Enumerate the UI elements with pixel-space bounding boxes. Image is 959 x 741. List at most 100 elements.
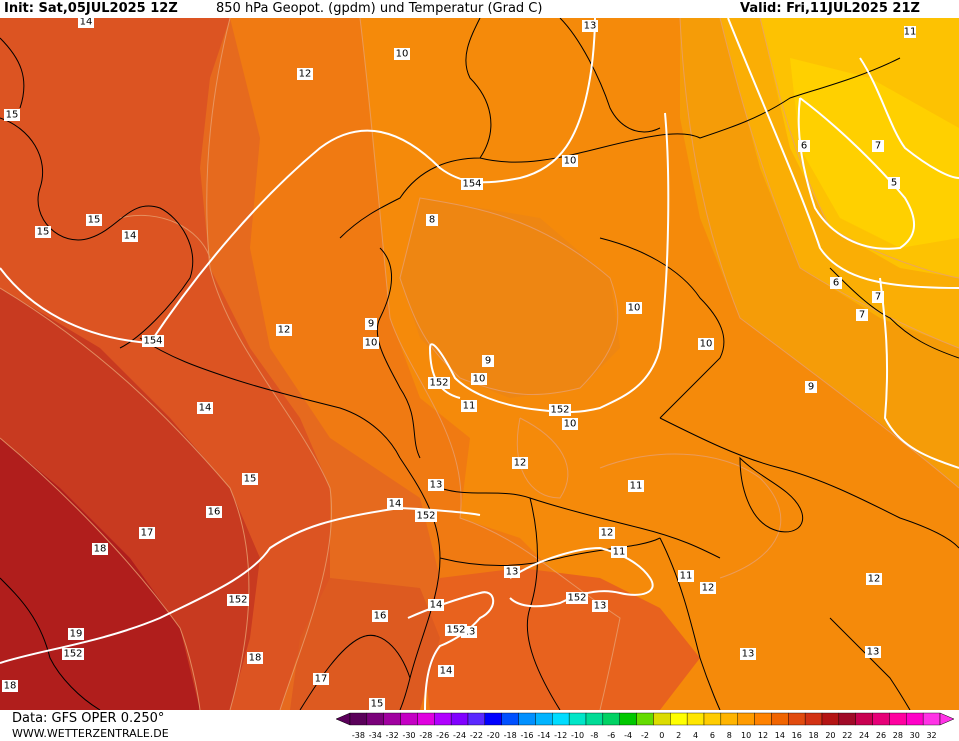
legend-tick-label: 18 — [808, 731, 818, 740]
temp-label: 15 — [371, 699, 384, 710]
legend-tick-label: 14 — [775, 731, 785, 740]
legend-swatch — [855, 712, 873, 726]
legend-tick-label: -12 — [554, 731, 567, 740]
legend-tick-label: 16 — [792, 731, 802, 740]
temperature-isolines — [0, 18, 959, 710]
legend-tick-label: 10 — [741, 731, 751, 740]
geopot-label: 152 — [416, 511, 435, 522]
legend-swatch — [518, 712, 536, 726]
legend-swatch — [804, 712, 823, 726]
temp-label: 17 — [315, 674, 328, 685]
temp-label: 16 — [208, 507, 221, 518]
legend-swatch — [568, 712, 587, 726]
temp-zone-9 — [400, 198, 620, 398]
temp-label: 11 — [613, 547, 626, 558]
temp-label: 7 — [875, 141, 881, 152]
temp-label: 13 — [594, 601, 607, 612]
legend-swatch — [450, 712, 469, 726]
legend-swatch — [467, 712, 486, 726]
temp-label: 14 — [430, 600, 443, 611]
legend-swatch — [720, 712, 738, 726]
legend-tick-label: -38 — [352, 731, 365, 740]
init-time-label: Init: Sat,05JUL2025 12Z — [4, 1, 178, 16]
legend-tick-label: 26 — [876, 731, 886, 740]
legend-tick-label: -14 — [537, 731, 550, 740]
legend-tick-label: 20 — [825, 731, 835, 740]
temp-label: 15 — [37, 227, 50, 238]
geopot-label: 152 — [228, 595, 247, 606]
legend-swatch — [417, 712, 435, 726]
legend-tick-label: -28 — [419, 731, 432, 740]
temp-label: 15 — [88, 215, 101, 226]
temp-label: 18 — [94, 544, 107, 555]
legend-tick-label: -2 — [641, 731, 649, 740]
geopot-label: 152 — [429, 378, 448, 389]
legend-swatch — [535, 712, 553, 726]
legend-swatch — [349, 712, 368, 726]
temperature-labels: 14 12 10 13 15 15 14 15 8 9 10 12 9 10 1… — [2, 18, 916, 710]
temp-label: 8 — [429, 215, 435, 226]
legend-tick-label: -24 — [453, 731, 466, 740]
legend-tick-label: 8 — [727, 731, 732, 740]
legend-swatch — [906, 712, 924, 726]
legend-swatch — [653, 712, 671, 726]
temp-label: 14 — [440, 666, 453, 677]
temp-label: 11 — [904, 27, 917, 38]
geopot-label: 154 — [462, 179, 481, 190]
legend-swatch — [922, 712, 941, 726]
legend-swatch — [788, 712, 806, 726]
legend-tick-label: -4 — [624, 731, 632, 740]
legend-swatch — [400, 712, 418, 726]
legend-swatch — [636, 712, 654, 726]
temp-label: 12 — [299, 69, 312, 80]
temp-label: 15 — [6, 110, 19, 121]
temp-label: 15 — [244, 474, 257, 485]
legend-swatch — [889, 712, 907, 726]
temp-label: 12 — [868, 574, 881, 585]
temp-label: 12 — [278, 325, 291, 336]
temp-label: 10 — [396, 49, 409, 60]
legend-tick-label: -26 — [436, 731, 449, 740]
temp-label: 14 — [80, 18, 93, 28]
temp-label: 9 — [485, 356, 491, 367]
legend-swatch — [366, 712, 384, 726]
legend-tick-label: 2 — [676, 731, 681, 740]
geopot-label: 152 — [63, 649, 82, 660]
legend-tick-label: 0 — [659, 731, 664, 740]
legend-tick-label: 6 — [710, 731, 715, 740]
legend-tick-label: 28 — [893, 731, 903, 740]
temp-label: 11 — [463, 401, 476, 412]
temp-label: 13 — [506, 567, 519, 578]
geopot-label: 152 — [550, 405, 569, 416]
temp-label: 13 — [742, 649, 755, 660]
legend-swatch — [434, 712, 452, 726]
legend-tick-label: -30 — [402, 731, 415, 740]
temp-label: 9 — [368, 319, 374, 330]
map-footer: Data: GFS OPER 0.250° WWW.WETTERZENTRALE… — [0, 710, 959, 741]
legend-swatch — [602, 712, 620, 726]
data-source-label: Data: GFS OPER 0.250° — [12, 711, 165, 726]
legend-swatch — [771, 712, 789, 726]
temp-label: 11 — [680, 571, 693, 582]
temp-zone-5 — [790, 58, 959, 248]
legend-tick-label: 22 — [842, 731, 852, 740]
temp-label: 12 — [601, 528, 614, 539]
temp-zone-18 — [0, 438, 200, 710]
temp-label: 12 — [702, 583, 715, 594]
legend-swatch — [686, 712, 705, 726]
legend-tick-label: 12 — [758, 731, 768, 740]
temp-label: 13 — [867, 647, 880, 658]
temp-label: 14 — [124, 231, 137, 242]
legend-swatch — [670, 712, 688, 726]
legend-swatch — [484, 712, 502, 726]
legend-tick-label: -34 — [369, 731, 382, 740]
legend-arrow-right — [939, 712, 955, 726]
color-scale-legend: -38 -34 -32 -30 -28 -26 -24 -22 -20 -18 -16 -14 -12-… — [335, 712, 955, 740]
legend-swatch — [737, 712, 755, 726]
legend-tick-label: 4 — [693, 731, 698, 740]
legend-arrow-left — [335, 712, 351, 726]
legend-tick-label: -16 — [520, 731, 533, 740]
legend-swatch — [501, 712, 519, 726]
temp-label: 9 — [808, 382, 814, 393]
temp-label: 10 — [564, 156, 577, 167]
